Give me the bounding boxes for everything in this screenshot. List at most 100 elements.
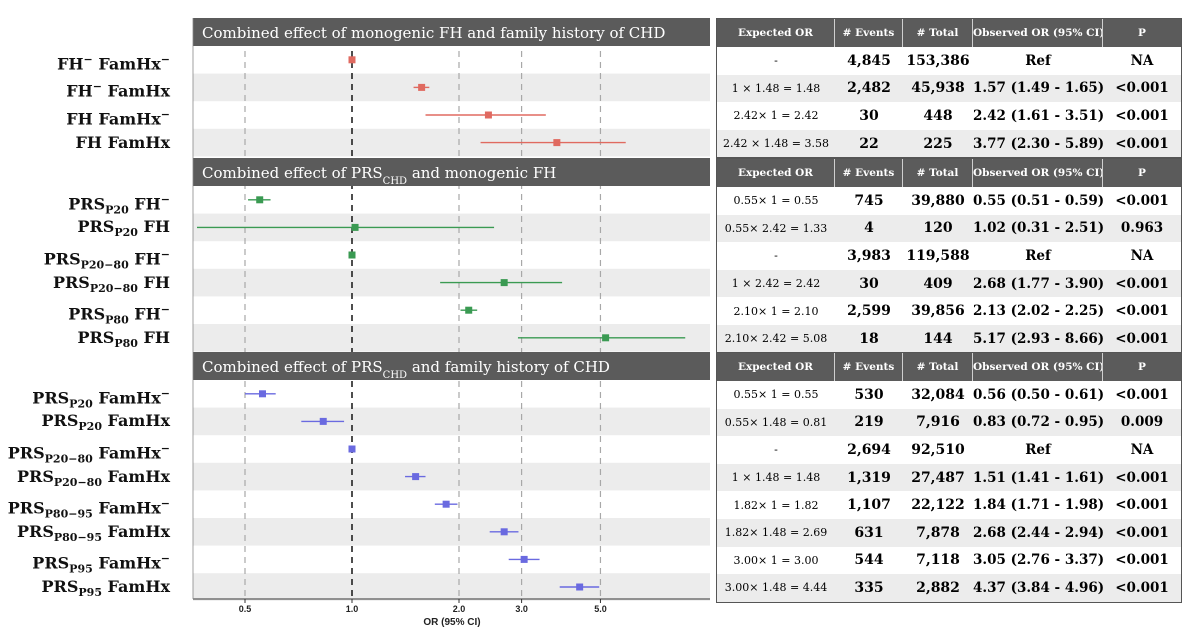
table-row: 0.55× 2.42 = 1.33 4 120 1.02 (0.31 - 2.51) 0… [717, 214, 1181, 243]
row-label: FH FamHx [75, 132, 170, 152]
column-header: Observed OR (95% CI) [973, 19, 1103, 47]
column-header: Observed OR (95% CI) [973, 159, 1103, 187]
events: 2,599 [847, 303, 891, 320]
row-label: PRSP20 FH− [68, 192, 170, 217]
or-point [348, 251, 356, 259]
or-point [520, 555, 528, 563]
table-row: 2.42 × 1.48 = 3.58 22 225 3.77 (2.30 - 5.89… [717, 129, 1181, 158]
panel-header [193, 18, 710, 46]
p-value: <0.001 [1115, 135, 1169, 152]
total: 27,487 [911, 469, 965, 486]
column-header: P [1138, 167, 1146, 179]
row-shade [193, 407, 710, 436]
column-header: # Events [835, 353, 903, 381]
observed-or: 2.68 (2.44 - 2.94) [973, 524, 1103, 541]
observed-or: 1.57 (1.49 - 1.65) [973, 80, 1103, 97]
or-point [484, 111, 492, 119]
row-label: PRSP20 FH [77, 217, 170, 240]
total: 409 [923, 275, 953, 292]
row-label: PRSP80 FH− [68, 303, 170, 327]
total: 448 [923, 107, 953, 124]
expected-or: - [774, 54, 778, 68]
total: 144 [923, 330, 953, 347]
x-axis-title: OR (95% CI) [423, 617, 480, 628]
events: 530 [854, 386, 884, 403]
tick-label: 3.0 [515, 604, 528, 614]
total: 92,510 [911, 441, 965, 458]
expected-or: 2.42× 1 = 2.42 [733, 109, 819, 123]
row-label: PRSP95 FamHx [41, 577, 171, 599]
expected-or: - [774, 443, 778, 457]
column-header: # Events [835, 19, 903, 47]
p-value: <0.001 [1115, 497, 1169, 514]
row-label: PRSP20−80 FamHx− [7, 442, 170, 466]
events: 631 [854, 524, 884, 541]
events: 2,482 [847, 80, 891, 97]
or-point [319, 417, 327, 425]
total: 45,938 [911, 80, 965, 97]
observed-or: 3.77 (2.30 - 5.89) [973, 135, 1103, 152]
tick-label: 5.0 [594, 604, 607, 614]
total: 39,880 [911, 192, 965, 209]
total: 153,386 [906, 52, 970, 69]
table-row: 0.55× 1 = 0.55 530 32,084 0.56 (0.50 - 0.61… [717, 381, 1181, 409]
events: 1,107 [847, 497, 891, 514]
p-value: <0.001 [1115, 579, 1169, 596]
events: 22 [859, 135, 879, 152]
row-shade [193, 573, 710, 601]
tick-label: 1.0 [346, 604, 359, 614]
total: 2,882 [916, 579, 960, 596]
table-row: 3.00× 1 = 3.00 544 7,118 3.05 (2.76 - 3.37)… [717, 547, 1181, 575]
events: 544 [854, 552, 884, 569]
p-value: <0.001 [1115, 192, 1169, 209]
row-label: FH FamHx− [66, 108, 170, 129]
events: 335 [854, 579, 884, 596]
observed-or: 2.13 (2.02 - 2.25) [973, 303, 1103, 320]
expected-or: 3.00× 1 = 3.00 [733, 553, 819, 567]
observed-or: 1.51 (1.41 - 1.61) [973, 469, 1103, 486]
table-row: 0.55× 1.48 = 0.81 219 7,916 0.83 (0.72 - 0.… [717, 408, 1181, 437]
p-value: <0.001 [1115, 107, 1169, 124]
expected-or: 0.55× 1.48 = 0.81 [724, 415, 828, 429]
observed-or: 2.68 (1.77 - 3.90) [973, 275, 1103, 292]
row-label: PRSP20 FamHx− [32, 386, 170, 411]
events: 745 [854, 192, 884, 209]
column-header: Expected OR [717, 159, 835, 187]
table-header: Expected OR # Events # Total Observed OR (9… [717, 159, 1181, 187]
or-point [602, 334, 610, 342]
observed-or: 5.17 (2.93 - 8.66) [973, 330, 1103, 347]
observed-or: Ref [1025, 441, 1051, 458]
row-label: FH− FamHx− [57, 52, 170, 74]
p-value: 0.963 [1120, 220, 1164, 237]
events: 4,845 [847, 52, 891, 69]
tick-label: 2.0 [453, 604, 466, 614]
column-header: P [1138, 361, 1146, 373]
row-label: PRSP20−80 FamHx [16, 466, 170, 489]
table-row: - 4,845 153,386 Ref NA [717, 47, 1181, 75]
total: 32,084 [911, 386, 965, 403]
p-value: NA [1130, 441, 1154, 458]
total: 22,122 [911, 497, 965, 514]
or-point [348, 445, 356, 453]
or-point [442, 500, 450, 508]
expected-or: 1.82× 1.48 = 2.69 [724, 526, 828, 540]
column-header: # Events [835, 159, 903, 187]
observed-or: 1.84 (1.71 - 1.98) [973, 497, 1103, 514]
p-value: <0.001 [1115, 303, 1169, 320]
p-value: <0.001 [1115, 80, 1169, 97]
panel-header [193, 158, 710, 186]
table-row: 1 × 2.42 = 2.42 30 409 2.68 (1.77 - 3.90) <0… [717, 269, 1181, 298]
total: 7,118 [916, 552, 960, 569]
table-row: 3.00× 1.48 = 4.44 335 2,882 4.37 (3.84 - 4.… [717, 574, 1181, 602]
table-header: Expected OR # Events # Total Observed OR (9… [717, 353, 1181, 381]
or-point [348, 56, 356, 64]
expected-or: - [774, 249, 778, 263]
p-value: NA [1130, 52, 1154, 69]
or-point [258, 390, 266, 398]
or-point [500, 279, 508, 287]
panel-title: Combined effect of monogenic FH and fami… [202, 24, 665, 42]
expected-or: 0.55× 1 = 0.55 [733, 194, 819, 208]
row-shade [193, 518, 710, 546]
table-row: 0.55× 1 = 0.55 745 39,880 0.55 (0.51 - 0.59… [717, 187, 1181, 215]
total: 119,588 [906, 247, 970, 264]
